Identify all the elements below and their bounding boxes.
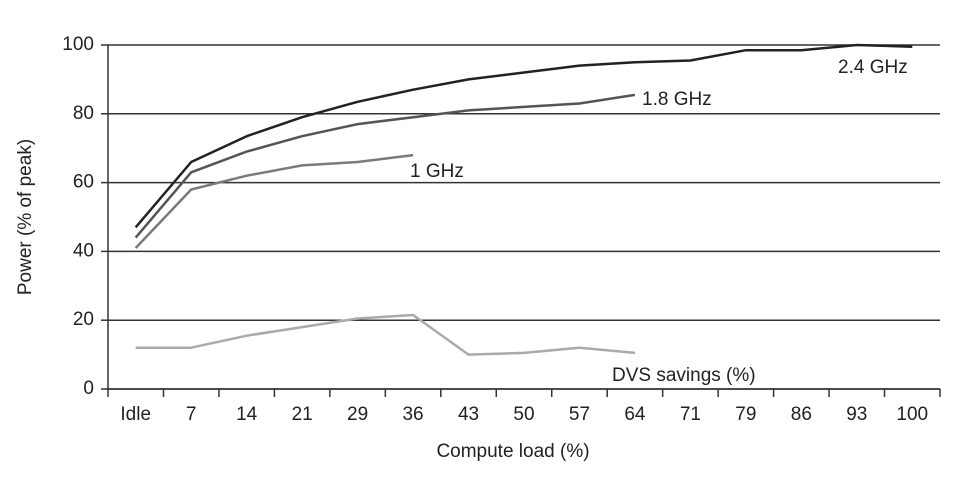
x-tick-label: Idle xyxy=(120,404,151,425)
x-tick-label: 57 xyxy=(569,404,590,425)
x-tick-label: 29 xyxy=(347,404,368,425)
x-tick-label: 43 xyxy=(458,404,479,425)
x-tick-label: 36 xyxy=(402,404,423,425)
series-line xyxy=(134,153,414,249)
x-tick-label: 7 xyxy=(186,404,197,425)
x-axis-label: Compute load (%) xyxy=(436,441,589,462)
y-tick-label: 40 xyxy=(73,240,94,261)
series-label: DVS savings (%) xyxy=(612,365,756,386)
y-tick-label: 80 xyxy=(73,103,94,124)
y-tick-label: 20 xyxy=(73,309,94,330)
x-tick-label: 79 xyxy=(735,404,756,425)
x-tick-label: 86 xyxy=(791,404,812,425)
y-tick-label: 60 xyxy=(73,172,94,193)
x-tick-label: 50 xyxy=(513,404,534,425)
series-line xyxy=(134,93,636,239)
y-tick-label: 100 xyxy=(62,34,94,55)
series-line xyxy=(135,313,636,356)
series-label: 1 GHz xyxy=(410,161,464,182)
x-tick-label: 71 xyxy=(680,404,701,425)
x-tick-label: 100 xyxy=(896,404,928,425)
x-tick-label: 21 xyxy=(292,404,313,425)
y-axis-label: Power (% of peak) xyxy=(15,139,36,295)
y-tick-label: 0 xyxy=(83,378,94,399)
series-line xyxy=(134,43,913,229)
x-tick-label: 64 xyxy=(624,404,646,425)
series-label: 1.8 GHz xyxy=(642,89,712,110)
series-label: 2.4 GHz xyxy=(838,57,908,78)
x-tick-label: 93 xyxy=(846,404,867,425)
x-tick-label: 14 xyxy=(236,404,258,425)
